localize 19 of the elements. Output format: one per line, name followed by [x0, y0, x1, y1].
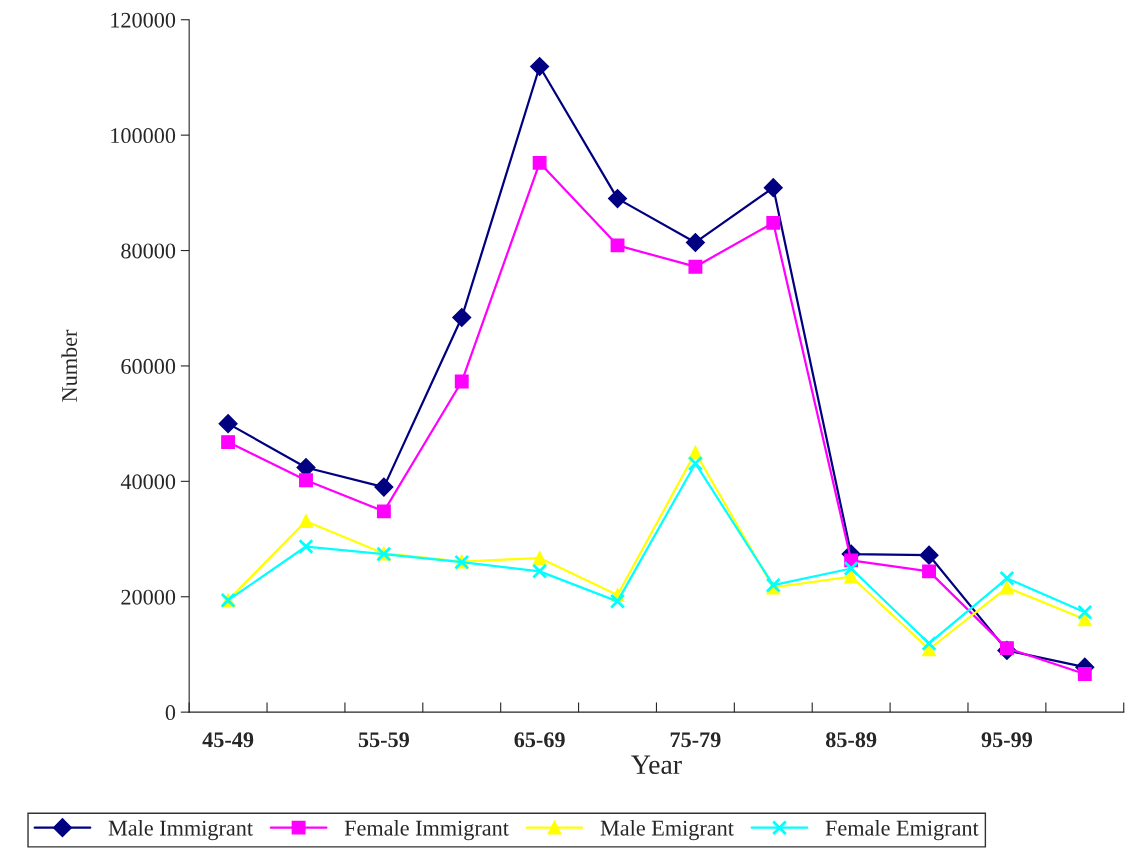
x-tick-label: 75-79: [670, 732, 721, 748]
y-tick-label: 120000: [111, 12, 176, 28]
y-tick-label: 0: [165, 705, 176, 721]
x-tick-label: 85-89: [825, 732, 877, 748]
y-tick-label: 60000: [121, 358, 176, 374]
x-tick-label: 55-59: [358, 732, 409, 748]
y-tick-label: 80000: [121, 243, 176, 259]
x-axis-title: Year: [631, 755, 682, 775]
x-tick-label: 45-49: [202, 732, 254, 748]
y-axis-title: Number: [61, 329, 78, 402]
x-tick-label: 95-99: [981, 732, 1033, 748]
legend-label: Female Immigrant: [344, 820, 509, 841]
legend-label: Female Emigrant: [825, 820, 979, 841]
legend-label: Male Immigrant: [108, 820, 253, 841]
legend-label: Male Emigrant: [600, 820, 734, 841]
x-tick-label: 65-69: [514, 732, 565, 748]
y-tick-label: 20000: [121, 589, 176, 605]
y-tick-label: 40000: [120, 474, 176, 490]
y-tick-label: 100000: [111, 128, 176, 144]
